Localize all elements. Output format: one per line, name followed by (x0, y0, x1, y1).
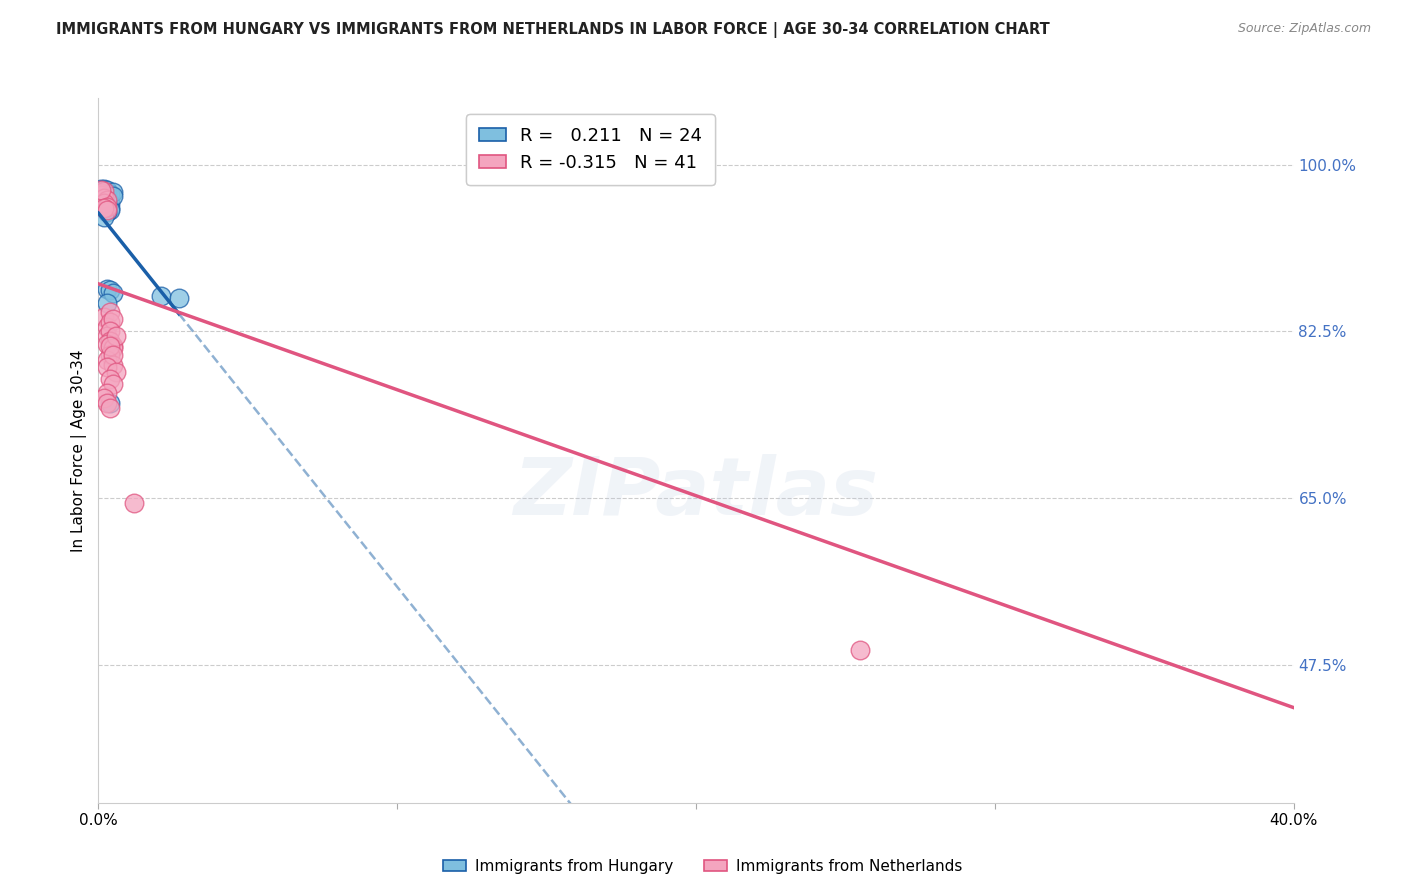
Point (90, 188, 112, 202)
Point (98, 401, 122, 415)
Point (103, 286, 125, 301)
Point (96, 193, 118, 207)
Point (103, 358, 125, 372)
Point (90, 186, 112, 201)
Point (93, 195, 115, 210)
Point (98, 305, 122, 319)
Point (103, 189, 125, 203)
Point (103, 348, 125, 362)
Point (103, 376, 125, 391)
Point (96, 203, 118, 218)
Point (105, 329, 128, 343)
Point (90, 184, 112, 198)
Point (96, 198, 118, 212)
Point (150, 289, 173, 303)
Point (105, 365, 128, 379)
Point (93, 188, 115, 202)
Point (90, 198, 112, 212)
Point (98, 284, 122, 298)
Point (96, 336, 118, 351)
Point (167, 291, 190, 305)
Point (93, 191, 115, 205)
Point (90, 186, 112, 201)
Point (103, 312, 125, 326)
Point (93, 191, 115, 205)
Point (103, 339, 125, 353)
Point (96, 282, 118, 296)
Point (93, 391, 115, 405)
Point (93, 201, 115, 215)
Point (849, 643, 872, 657)
Point (98, 396, 122, 410)
Point (93, 210, 115, 224)
Point (98, 339, 122, 353)
Point (96, 396, 118, 410)
Point (96, 200, 118, 214)
Point (124, 496, 146, 510)
Point (96, 193, 118, 207)
Point (93, 181, 115, 195)
Point (98, 372, 122, 386)
Point (98, 325, 122, 339)
Point (93, 185, 115, 199)
Point (96, 329, 118, 343)
Point (98, 201, 122, 215)
Legend: Immigrants from Hungary, Immigrants from Netherlands: Immigrants from Hungary, Immigrants from… (437, 853, 969, 880)
Point (96, 205, 118, 219)
Y-axis label: In Labor Force | Age 30-34: In Labor Force | Age 30-34 (72, 349, 87, 552)
Point (98, 202, 122, 217)
Point (93, 310, 115, 325)
Point (96, 353, 118, 368)
Point (98, 187, 122, 202)
Point (98, 315, 122, 329)
Point (103, 186, 125, 200)
Point (90, 181, 112, 195)
Point (96, 185, 118, 199)
Legend: R =   0.211   N = 24, R = -0.315   N = 41: R = 0.211 N = 24, R = -0.315 N = 41 (465, 114, 714, 185)
Point (96, 386, 118, 401)
Point (96, 359, 118, 374)
Point (96, 319, 118, 334)
Point (98, 334, 122, 348)
Point (98, 348, 122, 362)
Text: IMMIGRANTS FROM HUNGARY VS IMMIGRANTS FROM NETHERLANDS IN LABOR FORCE | AGE 30-3: IMMIGRANTS FROM HUNGARY VS IMMIGRANTS FR… (56, 22, 1050, 38)
Text: Source: ZipAtlas.com: Source: ZipAtlas.com (1237, 22, 1371, 36)
Text: ZIPatlas: ZIPatlas (513, 454, 879, 532)
Point (96, 184, 118, 198)
Point (98, 195, 122, 210)
Point (103, 341, 125, 355)
Point (96, 296, 118, 310)
